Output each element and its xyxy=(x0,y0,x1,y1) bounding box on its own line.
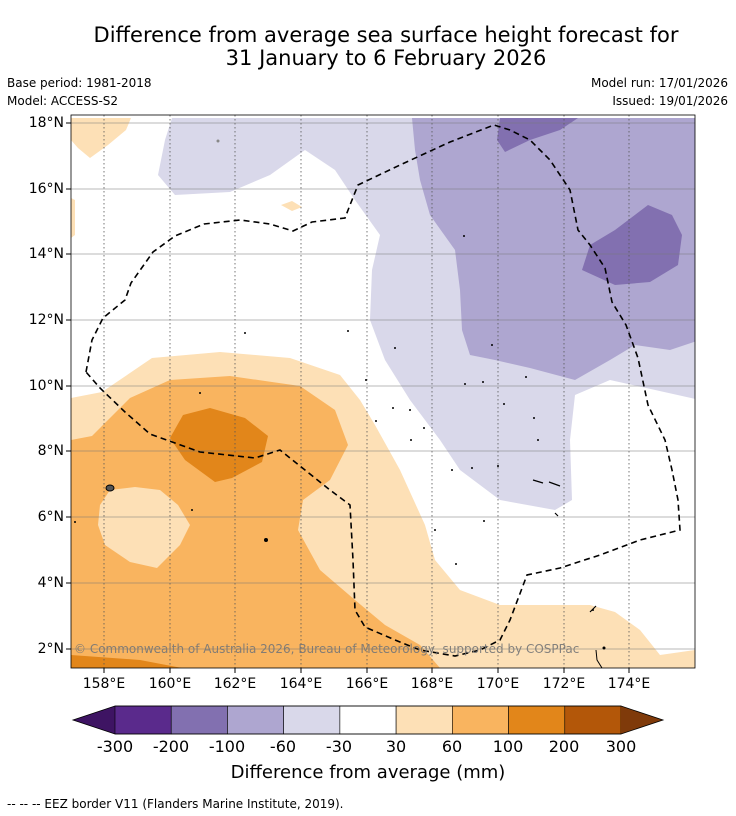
purple-region-north xyxy=(497,118,578,152)
islands xyxy=(74,139,606,668)
colorbar-tick-label: -200 xyxy=(152,737,190,756)
lat-label-10n: 10°N xyxy=(28,378,64,394)
lat-label-2n: 2°N xyxy=(37,641,64,657)
cream-region-northwest xyxy=(71,118,131,158)
map-frame xyxy=(70,114,696,669)
colorbar-cell xyxy=(170,705,228,735)
cream-speck-north xyxy=(281,201,302,211)
colorbar-cell xyxy=(452,705,509,735)
colorbar-cell xyxy=(564,705,622,735)
lat-label-14n: 14°N xyxy=(28,246,64,262)
colorbar-tick-label: -300 xyxy=(96,737,134,756)
model-run-date: Model run: 17/01/2026 xyxy=(590,76,728,90)
colorbar-cell xyxy=(508,705,566,735)
colorbar-tick-label: -100 xyxy=(208,737,246,756)
colorbar-outline xyxy=(71,705,665,735)
lon-label-174e: 174°E xyxy=(607,676,651,692)
eez-legend-note: -- -- -- EEZ border V11 (Flanders Marine… xyxy=(7,797,344,811)
colorbar-cell xyxy=(227,705,284,735)
colorbar-tick-label: 30 xyxy=(385,737,407,756)
lon-label-158e: 158°E xyxy=(82,676,126,692)
lon-label-170e: 170°E xyxy=(476,676,520,692)
issued-date: Issued: 19/01/2026 xyxy=(612,94,728,108)
colorbar-tick-label: 200 xyxy=(548,737,580,756)
eez-border xyxy=(85,124,681,657)
colorbar-cell xyxy=(283,705,341,735)
lat-label-16n: 16°N xyxy=(28,181,64,197)
colorbar-cell xyxy=(395,705,453,735)
map-title-line-1: Difference from average sea surface heig… xyxy=(93,23,679,47)
colorbar-tick-label: -30 xyxy=(325,737,353,756)
colorbar-cells xyxy=(114,705,622,735)
lon-label-168e: 168°E xyxy=(410,676,454,692)
colorbar-cell xyxy=(339,705,397,735)
map-title-line-2: 31 January to 6 February 2026 xyxy=(225,46,547,70)
colorbar-tick-label: 60 xyxy=(441,737,463,756)
longitude-grid xyxy=(103,115,630,668)
colorbar xyxy=(71,705,665,735)
orange-region-south xyxy=(71,655,182,668)
purple-region-east xyxy=(582,205,682,285)
colorbar-arrow-high xyxy=(621,706,663,734)
base-period: Base period: 1981-2018 xyxy=(7,76,152,90)
lon-label-160e: 160°E xyxy=(148,676,192,692)
copyright-watermark: © Commonwealth of Australia 2026, Bureau… xyxy=(74,642,580,656)
colorbar-title: Difference from average (mm) xyxy=(230,762,506,783)
lat-label-12n: 12°N xyxy=(28,312,64,328)
lon-label-166e: 166°E xyxy=(345,676,389,692)
anomaly-field xyxy=(71,115,695,668)
axis-ticks xyxy=(66,122,630,673)
lon-label-172e: 172°E xyxy=(542,676,586,692)
colorbar-tick-label: -60 xyxy=(269,737,297,756)
cream-speck-west xyxy=(71,198,75,238)
orange-region xyxy=(170,408,268,482)
colorbar-arrow-low xyxy=(73,706,115,734)
colorbar-tick-label: 100 xyxy=(492,737,524,756)
lat-label-4n: 4°N xyxy=(37,575,64,591)
cream-region-interior xyxy=(98,487,190,568)
lon-label-164e: 164°E xyxy=(279,676,323,692)
colorbar-cell xyxy=(114,705,172,735)
colorbar-tick-label: 300 xyxy=(605,737,637,756)
lavender-region xyxy=(412,118,695,380)
lat-label-8n: 8°N xyxy=(37,443,64,459)
lat-label-18n: 18°N xyxy=(28,115,64,131)
model-name: Model: ACCESS-S2 xyxy=(7,94,119,108)
latitude-grid xyxy=(71,122,695,650)
lon-label-162e: 162°E xyxy=(213,676,257,692)
light-orange-region xyxy=(71,376,440,668)
lat-label-6n: 6°N xyxy=(37,509,64,525)
